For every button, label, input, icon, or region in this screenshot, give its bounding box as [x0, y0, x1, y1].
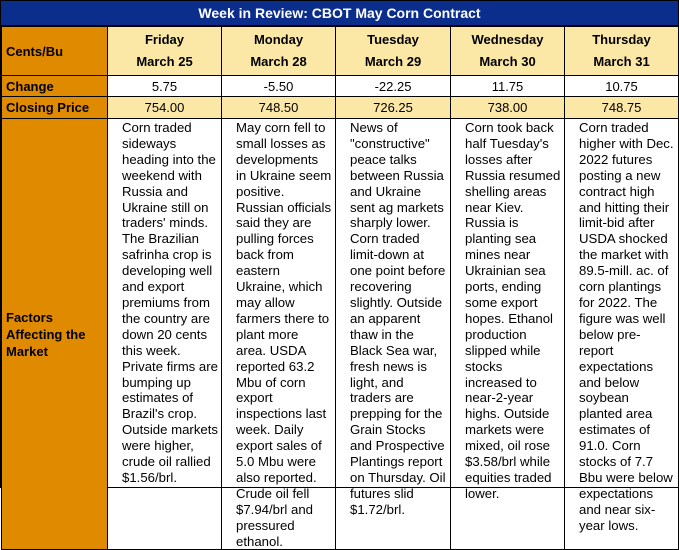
- closing-price-value: 754.00: [107, 96, 222, 119]
- cents-bu-label: Cents/Bu: [1, 26, 108, 76]
- factors-text: Corn traded sideways heading into the we…: [107, 117, 222, 550]
- day-date: March 31: [593, 54, 650, 69]
- closing-price-value: 748.50: [221, 96, 336, 119]
- day-header: Tuesday March 29: [335, 26, 451, 76]
- factors-label: Factors Affecting the Market: [1, 117, 108, 550]
- day-header: Monday March 28: [221, 26, 336, 76]
- day-name: Friday: [144, 32, 184, 47]
- change-label: Change: [1, 75, 108, 97]
- closing-price-row: Closing Price 754.00 748.50 726.25 738.0…: [1, 96, 679, 119]
- factors-row: Factors Affecting the Market Corn traded…: [1, 117, 679, 550]
- change-value: -22.25: [335, 75, 451, 97]
- change-row: Change 5.75 -5.50 -22.25 11.75 10.75: [1, 75, 679, 97]
- day-header: Thursday March 31: [564, 26, 679, 76]
- day-header: Wednesday March 30: [450, 26, 565, 76]
- closing-price-value: 738.00: [450, 96, 565, 119]
- factors-text: Corn traded higher with Dec. 2022 future…: [564, 117, 679, 550]
- closing-price-label: Closing Price: [1, 96, 108, 119]
- closing-price-value: 726.25: [335, 96, 451, 119]
- factors-text: May corn fell to small losses as develop…: [221, 117, 336, 550]
- day-date: March 28: [250, 54, 307, 69]
- day-date: March 29: [364, 54, 422, 69]
- day-name: Thursday: [592, 32, 651, 47]
- header-row: Cents/Bu Friday March 25 Monday March 28 T…: [1, 26, 679, 76]
- day-date: March 30: [479, 54, 536, 69]
- corn-review-table: Cents/Bu Friday March 25 Monday March 28 T…: [1, 26, 679, 550]
- day-date: March 25: [136, 54, 193, 69]
- factors-text: News of "constructive" peace talks betwe…: [335, 117, 451, 550]
- day-name: Wednesday: [471, 32, 544, 47]
- day-name: Tuesday: [367, 32, 419, 47]
- day-name: Monday: [253, 32, 304, 47]
- table-title: Week in Review: CBOT May Corn Contract: [1, 1, 678, 26]
- closing-price-value: 748.75: [564, 96, 679, 119]
- day-header: Friday March 25: [107, 26, 222, 76]
- change-value: 11.75: [450, 75, 565, 97]
- change-value: 5.75: [107, 75, 222, 97]
- change-value: 10.75: [564, 75, 679, 97]
- factors-text: Corn took back half Tuesday's losses aft…: [450, 117, 565, 550]
- change-value: -5.50: [221, 75, 336, 97]
